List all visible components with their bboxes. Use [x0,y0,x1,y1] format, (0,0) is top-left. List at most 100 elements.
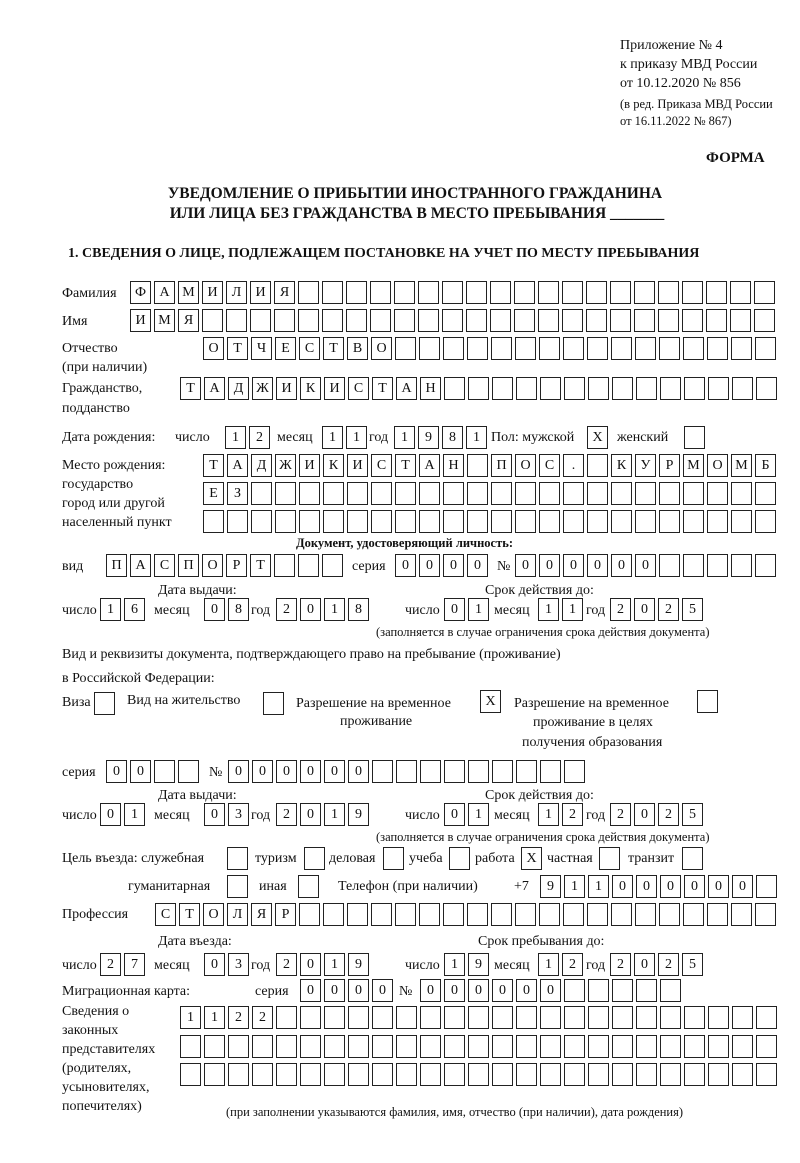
char-cell[interactable] [635,337,656,360]
char-cell[interactable] [755,337,776,360]
char-cell[interactable] [707,554,728,577]
char-cell[interactable] [443,903,464,926]
char-cell[interactable]: 6 [124,598,145,621]
char-cell[interactable] [492,1006,513,1029]
char-cell[interactable]: В [347,337,368,360]
char-cell[interactable]: Т [250,554,271,577]
char-cell[interactable] [635,482,656,505]
char-cell[interactable]: И [202,281,223,304]
char-cell[interactable]: 0 [324,979,345,1002]
char-cell[interactable]: 0 [635,554,656,577]
char-cell[interactable] [636,377,657,400]
char-cell[interactable] [492,1063,513,1086]
char-cell[interactable]: М [683,454,704,477]
char-cell[interactable] [468,1035,489,1058]
char-cell[interactable] [178,760,199,783]
char-cell[interactable]: 0 [204,598,225,621]
char-cell[interactable] [635,903,656,926]
char-cell[interactable]: 2 [658,803,679,826]
char-cell[interactable] [323,510,344,533]
char-cell[interactable] [467,903,488,926]
char-cell[interactable] [252,1063,273,1086]
char-cell[interactable] [684,1006,705,1029]
char-cell[interactable] [322,281,343,304]
char-cell[interactable]: 2 [276,598,297,621]
char-cell[interactable]: А [419,454,440,477]
char-cell[interactable]: 2 [658,598,679,621]
char-cell[interactable] [564,377,585,400]
char-cell[interactable]: А [154,281,175,304]
purpose-service-checkbox[interactable] [227,847,248,870]
char-cell[interactable] [324,1006,345,1029]
char-cell[interactable]: 0 [204,953,225,976]
char-cell[interactable] [755,903,776,926]
char-cell[interactable]: 1 [324,803,345,826]
char-cell[interactable] [562,309,583,332]
char-cell[interactable] [540,760,561,783]
char-cell[interactable] [180,1035,201,1058]
char-cell[interactable]: 0 [563,554,584,577]
char-cell[interactable] [659,554,680,577]
char-cell[interactable] [396,760,417,783]
char-cell[interactable] [731,554,752,577]
char-cell[interactable]: 0 [684,875,705,898]
char-cell[interactable] [683,554,704,577]
char-cell[interactable] [539,510,560,533]
char-cell[interactable] [444,1063,465,1086]
char-cell[interactable]: 0 [660,875,681,898]
char-cell[interactable] [636,1035,657,1058]
char-cell[interactable]: 0 [634,598,655,621]
char-cell[interactable]: А [396,377,417,400]
char-cell[interactable]: К [611,454,632,477]
char-cell[interactable]: Т [227,337,248,360]
char-cell[interactable] [204,1035,225,1058]
char-cell[interactable] [300,1035,321,1058]
char-cell[interactable]: 1 [225,426,246,449]
char-cell[interactable] [684,1063,705,1086]
char-cell[interactable] [372,1063,393,1086]
char-cell[interactable] [660,1006,681,1029]
char-cell[interactable] [227,510,248,533]
char-cell[interactable]: 1 [394,426,415,449]
char-cell[interactable] [514,281,535,304]
char-cell[interactable] [706,281,727,304]
residence-checkbox[interactable] [263,692,284,715]
char-cell[interactable] [730,281,751,304]
char-cell[interactable] [226,309,247,332]
char-cell[interactable]: 0 [100,803,121,826]
char-cell[interactable]: Р [226,554,247,577]
char-cell[interactable]: С [371,454,392,477]
char-cell[interactable]: 1 [324,953,345,976]
char-cell[interactable]: 0 [444,598,465,621]
char-cell[interactable]: Н [420,377,441,400]
char-cell[interactable] [516,377,537,400]
char-cell[interactable] [324,1063,345,1086]
char-cell[interactable]: 0 [300,979,321,1002]
char-cell[interactable]: 1 [468,803,489,826]
char-cell[interactable]: 2 [228,1006,249,1029]
char-cell[interactable] [394,309,415,332]
sex-male-checkbox[interactable]: X [587,426,608,449]
char-cell[interactable]: 2 [610,953,631,976]
char-cell[interactable] [372,1035,393,1058]
char-cell[interactable] [756,1035,777,1058]
char-cell[interactable]: 0 [348,979,369,1002]
char-cell[interactable] [564,979,585,1002]
char-cell[interactable] [298,309,319,332]
char-cell[interactable] [276,1035,297,1058]
char-cell[interactable]: 2 [252,1006,273,1029]
char-cell[interactable] [492,1035,513,1058]
char-cell[interactable] [276,1063,297,1086]
char-cell[interactable]: Р [275,903,296,926]
char-cell[interactable]: 0 [539,554,560,577]
char-cell[interactable]: С [539,454,560,477]
char-cell[interactable] [372,1006,393,1029]
char-cell[interactable]: 9 [540,875,561,898]
char-cell[interactable]: Ж [275,454,296,477]
